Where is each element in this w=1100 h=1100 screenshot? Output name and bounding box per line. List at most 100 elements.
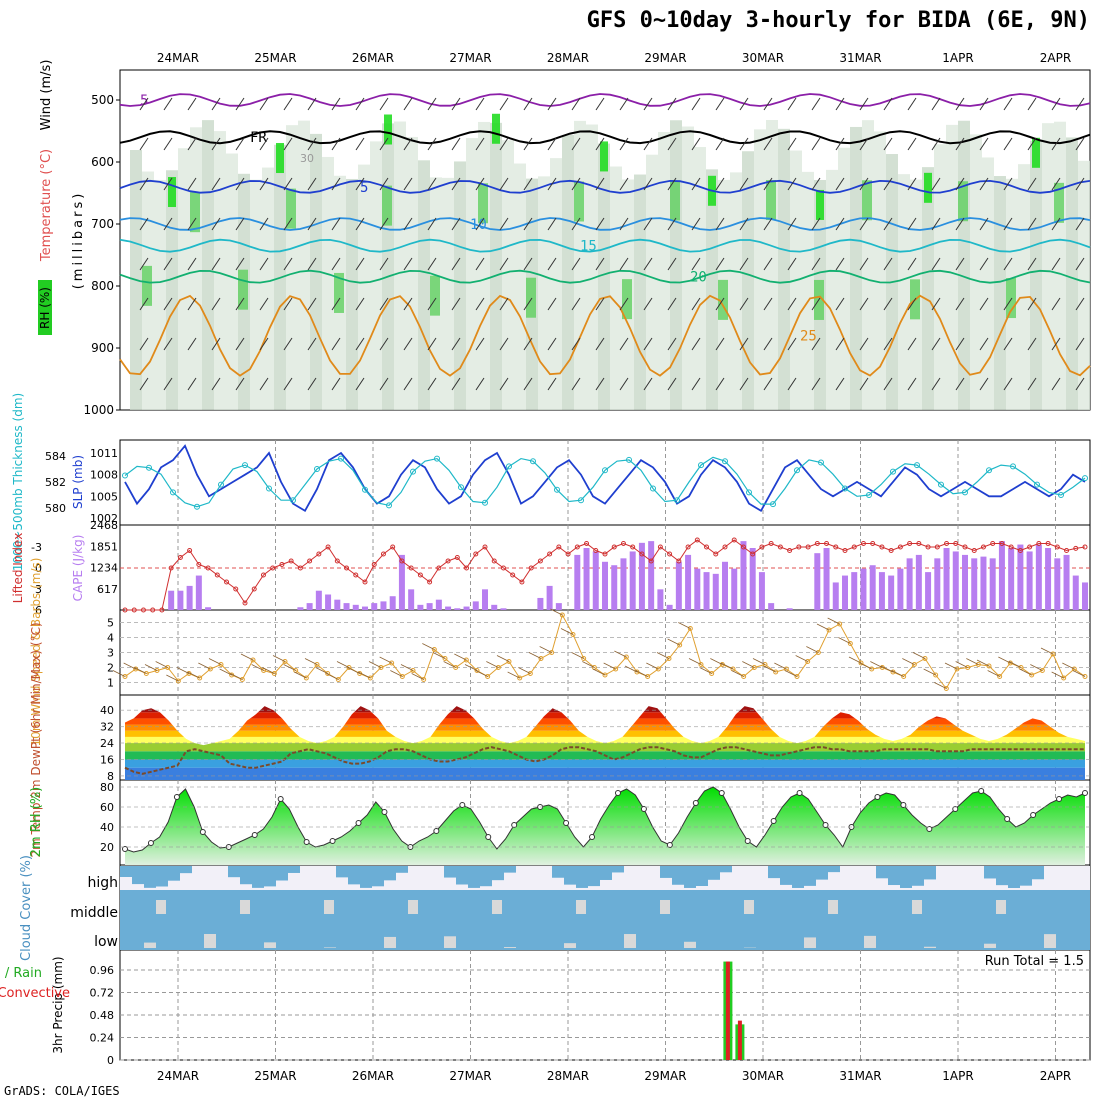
wind-barb: [283, 337, 293, 351]
upper-air-layer: 5 FR 5 10 15 20 25 30: [119, 93, 1091, 411]
wind-barb: [667, 257, 677, 271]
rh-shade: [346, 178, 358, 410]
cloud-low-gap: [804, 937, 816, 948]
wind-barb: [283, 297, 293, 311]
wind-barb: [955, 377, 965, 391]
wind-barb-10m: [624, 665, 638, 673]
cape-bar: [408, 589, 415, 610]
wind-barb-10m: [742, 661, 755, 668]
wind-marker: [143, 671, 149, 676]
date-label-top: 25MAR: [254, 51, 296, 65]
wind-barb-10m: [294, 671, 307, 679]
rh-shade-moist: [430, 275, 440, 316]
wind-barb: [883, 217, 893, 231]
li-marker: [962, 544, 968, 550]
rh-legend-swatch: [38, 280, 52, 335]
cape-bar: [648, 541, 655, 610]
wind-barb-10m: [774, 662, 787, 670]
rh-shade: [514, 163, 526, 410]
wind-barb: [403, 97, 413, 111]
wind-barb: [163, 137, 173, 151]
wind-barb: [379, 257, 389, 271]
wind-barb: [307, 377, 317, 391]
wind-barb: [979, 297, 989, 311]
temperature-side-label: Temperature (°C): [39, 149, 54, 262]
wind-barb: [667, 137, 677, 151]
wind-barb: [883, 177, 893, 191]
li-marker: [768, 541, 774, 546]
cloud-high-block: [660, 866, 672, 878]
thickness-marker: [122, 472, 128, 479]
cloud-high-block: [924, 866, 936, 880]
thickness-marker: [650, 485, 656, 492]
li-marker: [944, 541, 950, 546]
li-marker: [897, 544, 903, 550]
li-marker: [971, 548, 977, 553]
wind-barb: [619, 297, 629, 311]
cloud-high-block: [168, 866, 180, 881]
date-label-top: 30MAR: [742, 51, 784, 65]
wind-barb: [859, 337, 869, 351]
cloud-high-block: [720, 866, 732, 873]
wind-barb: [739, 377, 749, 391]
rh-marker: [640, 806, 647, 812]
wind-barb-10m: [870, 661, 883, 668]
li-marker: [713, 551, 719, 557]
wind-barb: [187, 337, 197, 351]
wind-barb-10m: [379, 656, 392, 664]
li-marker: [851, 544, 857, 550]
wind-barb: [451, 257, 461, 271]
wind-barb: [1003, 137, 1013, 151]
li-marker: [556, 544, 562, 550]
cloud-layer-label: high: [87, 875, 118, 891]
wind-barb: [955, 177, 965, 191]
temp-band: [125, 743, 1085, 752]
wind-barb: [1051, 377, 1061, 391]
wind-barb: [811, 97, 821, 111]
rh-shade-moist: [286, 188, 296, 229]
wind-barb-10m: [603, 662, 616, 670]
wind-barb: [1027, 137, 1037, 151]
wind-barb-10m: [400, 664, 414, 671]
wind-barb: [955, 257, 965, 271]
wind-barb-10m: [998, 656, 1011, 664]
wind-marker: [453, 665, 459, 670]
cloud-high-block: [348, 866, 360, 885]
cloud-high-block: [384, 866, 396, 881]
li-marker: [408, 565, 414, 571]
cape-bar: [482, 589, 488, 610]
wind-marker: [506, 659, 512, 664]
wind-barb: [739, 257, 749, 271]
cape-bar: [546, 585, 553, 610]
wind-barb: [283, 97, 293, 111]
wind-barb-10m: [955, 661, 968, 668]
wind-barb: [763, 217, 773, 231]
cape-bar: [703, 572, 710, 610]
wind-barb: [307, 137, 317, 151]
temperature-contour-label: 20: [690, 270, 707, 286]
temp-band: [125, 759, 1085, 768]
wind-barb: [763, 97, 773, 111]
date-label-bottom: 30MAR: [742, 1069, 784, 1083]
wind-barb-10m: [176, 667, 190, 674]
wind-barb: [331, 377, 341, 391]
wind-barb-10m: [838, 637, 851, 644]
rh-marker: [900, 802, 907, 808]
rh-shade-wet: [600, 141, 608, 172]
wind-barb: [979, 177, 989, 191]
cloud-low-gap: [684, 941, 696, 948]
cape-bar: [740, 541, 747, 610]
wind-marker: [869, 666, 875, 672]
wind-barb: [379, 177, 389, 191]
rh-shade: [610, 166, 622, 410]
wind-barb: [235, 137, 245, 151]
pressure-axis-label: (millibars): [71, 191, 86, 290]
precip-panel: [119, 949, 1091, 1061]
wind-barb: [259, 297, 269, 311]
cloud-low-gap: [444, 936, 456, 948]
cloud-axis-label: Cloud Cover (%): [19, 855, 34, 961]
cloud-high-block: [336, 866, 348, 878]
cape-bar: [712, 573, 719, 610]
wind-barb: [403, 137, 413, 151]
